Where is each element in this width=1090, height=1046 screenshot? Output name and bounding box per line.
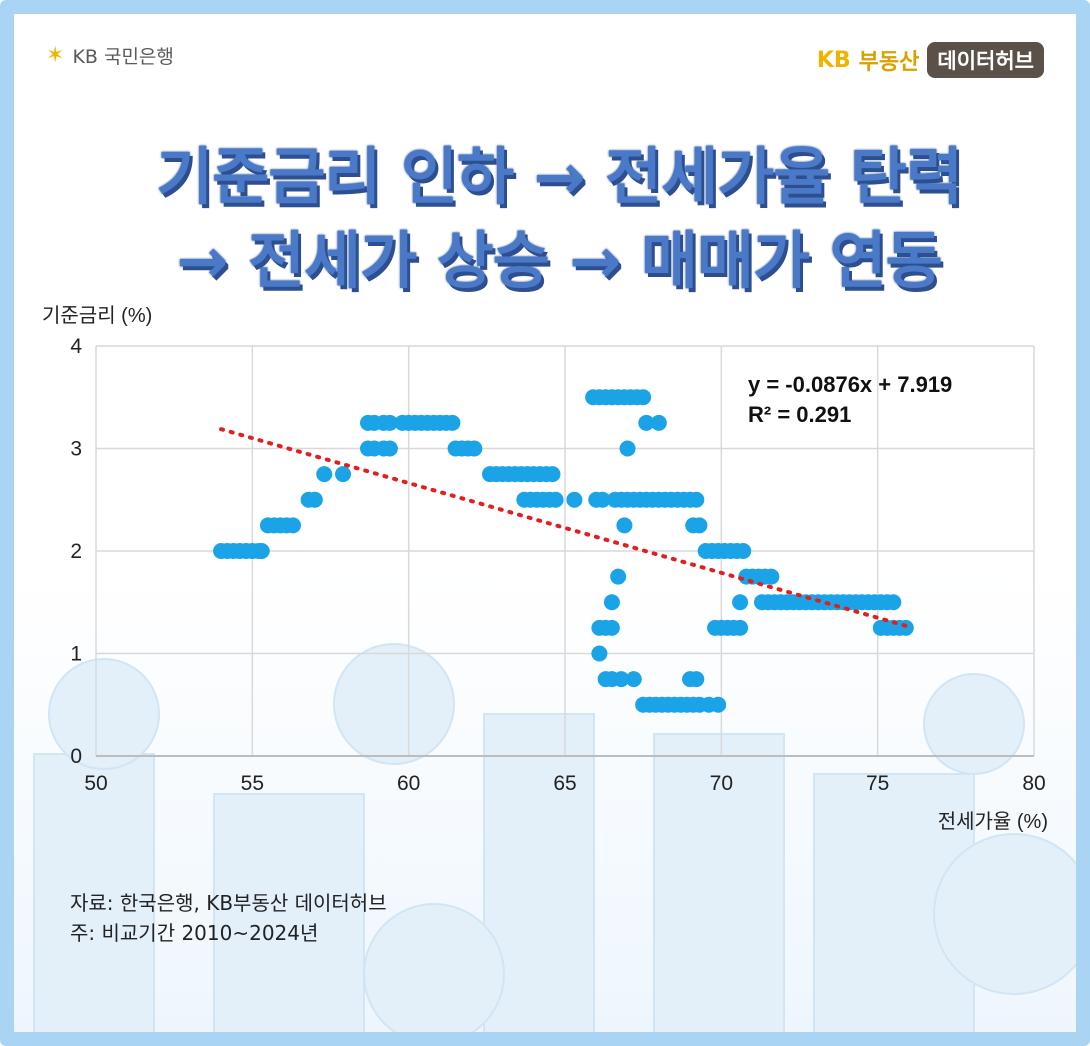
data-point	[735, 543, 752, 559]
x-axis-label: 전세가율 (%)	[938, 810, 1048, 833]
data-point	[885, 594, 902, 611]
data-point	[603, 619, 620, 636]
headline-line-1: 기준금리 인하 → 전세가율 탄력	[154, 138, 965, 215]
y-tick-label: 4	[70, 335, 82, 358]
data-point	[603, 594, 620, 611]
period-note: 주: 비교기간 2010~2024년	[70, 921, 319, 945]
headline-line-2: → 전세가 상승 → 매매가 연동	[174, 222, 944, 299]
data-point	[616, 517, 633, 534]
data-point	[897, 619, 914, 636]
scatter-chart: 50 55 60 65 70 75 80 0 1 2 3 4 기준금리 (%) 전세가율 (%) y …	[42, 304, 1048, 833]
data-point	[284, 517, 301, 534]
data-point	[466, 440, 483, 457]
data-point	[732, 594, 749, 611]
data-point	[710, 696, 727, 713]
data-point	[610, 568, 627, 585]
kb-real-estate-brand: KB 부동산 데이터허브	[817, 42, 1044, 78]
x-tick-label: 60	[397, 772, 420, 795]
x-tick-label: 75	[866, 772, 889, 795]
x-tick-label: 55	[241, 772, 264, 795]
data-point	[381, 440, 398, 457]
y-tick-label: 3	[70, 438, 82, 461]
trendline	[219, 427, 908, 628]
data-point	[594, 491, 611, 508]
data-points	[213, 389, 914, 713]
y-tick-label: 2	[70, 540, 82, 563]
data-point	[638, 414, 655, 431]
trend-r-squared: R² = 0.291	[748, 402, 851, 427]
brand-kb: KB	[816, 47, 851, 73]
y-tick-label: 1	[70, 643, 82, 666]
x-tick-label: 50	[84, 772, 107, 795]
brand-name: 부동산	[858, 50, 920, 75]
kb-bank-logo: ✶ KB 국민은행	[46, 42, 174, 69]
source-note: 자료: 한국은행, KB부동산 데이터허브	[70, 891, 387, 915]
kb-star-icon: ✶	[46, 43, 65, 68]
bank-name: KB 국민은행	[72, 46, 174, 68]
data-point	[625, 671, 642, 688]
data-point	[253, 543, 270, 559]
data-point	[335, 466, 352, 483]
data-point	[547, 491, 564, 508]
data-point	[688, 491, 705, 508]
trend-equation: y = -0.0876x + 7.919	[748, 372, 952, 397]
data-point	[691, 517, 708, 534]
data-point	[544, 466, 561, 483]
data-point	[566, 491, 583, 508]
data-point	[688, 671, 705, 688]
data-point	[619, 440, 636, 457]
x-tick-label: 65	[553, 772, 576, 795]
data-point	[763, 568, 780, 585]
data-point	[732, 619, 749, 636]
data-point	[591, 645, 608, 662]
city-skyline-background	[33, 643, 1076, 1032]
y-axis-label: 기준금리 (%)	[42, 304, 152, 327]
data-point	[444, 414, 461, 431]
plot-area: 50 55 60 65 70 75 80 0 1 2 3 4	[70, 335, 1045, 795]
y-tick-label: 0	[70, 745, 82, 768]
data-point	[316, 466, 333, 483]
data-point	[306, 491, 323, 508]
x-tick-label: 80	[1022, 772, 1045, 795]
x-tick-label: 70	[710, 772, 733, 795]
brand-pill: 데이터허브	[927, 42, 1044, 78]
data-point	[635, 389, 652, 406]
data-point	[381, 414, 398, 431]
data-point	[650, 414, 667, 431]
data-point	[613, 671, 630, 688]
